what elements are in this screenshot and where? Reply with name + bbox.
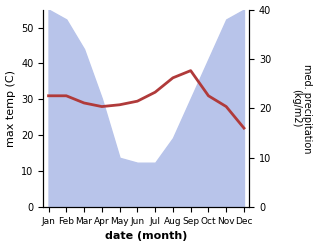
Y-axis label: max temp (C): max temp (C) (5, 70, 16, 147)
Y-axis label: med. precipitation
(kg/m2): med. precipitation (kg/m2) (291, 64, 313, 153)
X-axis label: date (month): date (month) (105, 231, 187, 242)
